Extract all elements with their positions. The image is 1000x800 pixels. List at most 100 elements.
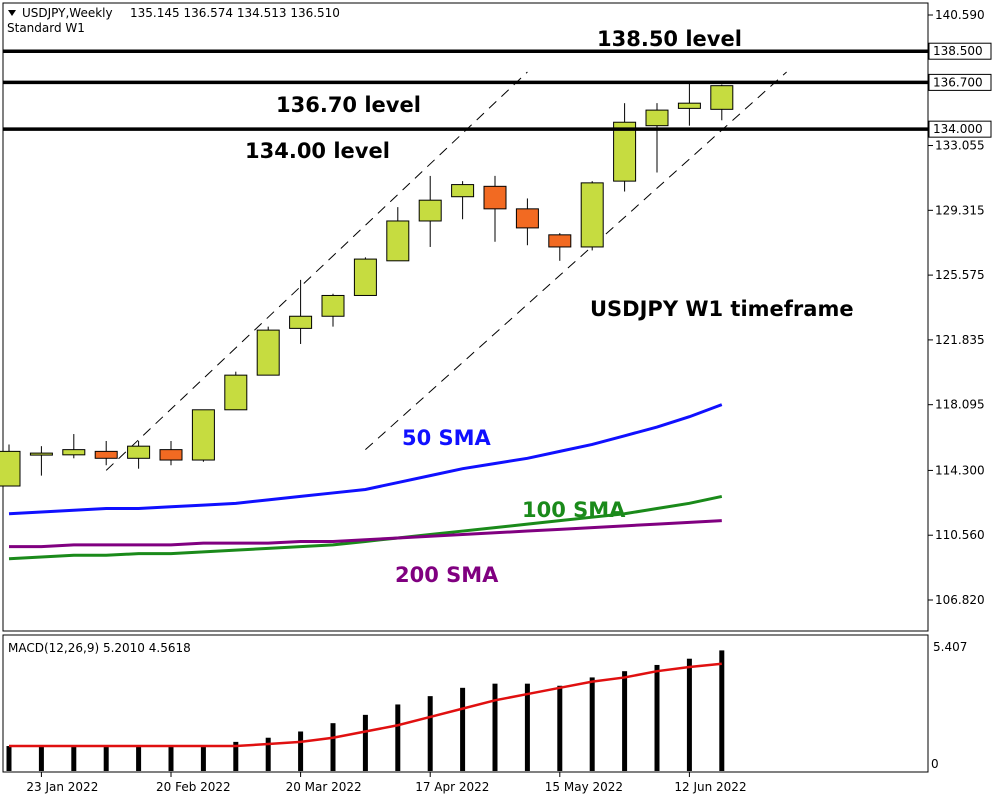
candle	[451, 181, 475, 220]
candle	[515, 198, 539, 246]
macd-bar	[589, 677, 595, 771]
macd-bar	[103, 746, 109, 771]
candle-body	[224, 374, 248, 411]
sma-line-200	[9, 519, 722, 549]
candle	[289, 279, 313, 344]
x-tick-label: 15 May 2022	[545, 780, 623, 794]
candle-body	[29, 452, 53, 456]
sma-line-100	[8, 494, 723, 561]
chart-subtitle: Standard W1	[7, 21, 85, 35]
macd-bar	[557, 685, 563, 771]
candle	[613, 103, 637, 192]
level-annotation-134-00: 134.00 level	[245, 139, 390, 163]
candle-body	[0, 450, 21, 487]
macd-bar	[460, 687, 466, 771]
macd-bar	[395, 704, 401, 771]
y-tick-label: 106.820	[935, 593, 985, 607]
macd-bar	[427, 696, 433, 771]
y-tick-label: 118.095	[935, 398, 985, 412]
candle-body	[94, 450, 118, 459]
candle-body	[548, 234, 572, 248]
macd-bar	[362, 714, 368, 771]
macd-pane-frame	[2, 634, 929, 773]
level-annotation-136-70: 136.70 level	[276, 93, 421, 117]
candle-body	[289, 315, 313, 329]
main-pane-frame	[2, 2, 929, 632]
candle	[191, 409, 215, 462]
candle	[710, 84, 734, 121]
candle-body	[613, 121, 637, 182]
candle	[29, 446, 53, 476]
candle	[127, 440, 151, 469]
macd-bar	[492, 683, 498, 771]
candle	[483, 175, 507, 242]
macd-bar	[686, 658, 692, 771]
sma-100-label: 100 SMA	[522, 498, 626, 522]
x-tick-label: 12 Jun 2022	[674, 780, 746, 794]
menu-arrow-icon[interactable]	[8, 10, 16, 16]
sma-200-label: 200 SMA	[395, 563, 499, 587]
x-tick-label: 20 Feb 2022	[156, 780, 231, 794]
candle-body	[645, 109, 669, 127]
macd-bar	[719, 650, 725, 771]
level-price-label: 134.000	[933, 122, 983, 136]
level-price-label: 138.500	[933, 44, 983, 58]
macd-bar	[654, 664, 660, 771]
y-tick-label: 125.575	[935, 268, 985, 282]
macd-bar	[168, 746, 174, 771]
candle	[256, 326, 280, 376]
macd-bar	[330, 723, 336, 771]
candle-body	[515, 208, 539, 229]
candle-body	[321, 294, 345, 317]
candle	[94, 440, 118, 466]
y-tick-label: 121.835	[935, 333, 985, 347]
y-tick-label: 110.560	[935, 528, 985, 542]
candle	[0, 444, 21, 487]
channel-upper-line	[105, 71, 528, 471]
candle	[321, 293, 345, 327]
candle	[159, 440, 183, 466]
macd-bar	[265, 737, 271, 771]
macd-bar	[136, 746, 142, 771]
level-price-label: 136.700	[933, 75, 983, 89]
candle-body	[62, 449, 86, 456]
level-price-tag	[928, 120, 992, 138]
level-annotation-138-50: 138.50 level	[597, 27, 742, 51]
candle	[353, 257, 377, 296]
level-price-tag	[928, 73, 992, 91]
candle-body	[386, 220, 410, 262]
candle-body	[451, 184, 475, 198]
macd-signal-line	[9, 662, 722, 748]
candle	[386, 207, 410, 262]
candle-body	[483, 185, 507, 210]
y-tick-label: 114.300	[935, 463, 985, 477]
candle-body	[353, 258, 377, 296]
sma-50-label: 50 SMA	[402, 426, 492, 450]
candle	[580, 181, 604, 251]
sma-line-50	[8, 403, 723, 516]
candle	[548, 233, 572, 261]
candle-body	[580, 182, 604, 248]
y-tick-label: 129.315	[935, 203, 985, 217]
candle-body	[418, 199, 442, 222]
symbol-label: USDJPY,Weekly	[22, 6, 113, 20]
candle	[418, 175, 442, 247]
x-tick-label: 20 Mar 2022	[286, 780, 362, 794]
macd-bar	[524, 683, 530, 771]
macd-bar	[71, 746, 77, 771]
candle-body	[710, 85, 734, 110]
ohlc-values: 135.145 136.574 134.513 136.510	[130, 6, 340, 20]
candle-body	[191, 409, 215, 461]
y-tick-label: 140.590	[935, 8, 985, 22]
macd-label: MACD(12,26,9) 5.2010 4.5618	[8, 641, 191, 655]
candle-body	[127, 445, 151, 459]
candle-body	[256, 329, 280, 376]
macd-bar	[6, 746, 12, 771]
x-tick-label: 23 Jan 2022	[26, 780, 98, 794]
candle	[224, 371, 248, 411]
chart-title: USDJPY W1 timeframe	[590, 297, 854, 321]
candle-body	[677, 102, 701, 109]
channel-lower-line	[365, 71, 787, 451]
candle	[62, 434, 86, 459]
